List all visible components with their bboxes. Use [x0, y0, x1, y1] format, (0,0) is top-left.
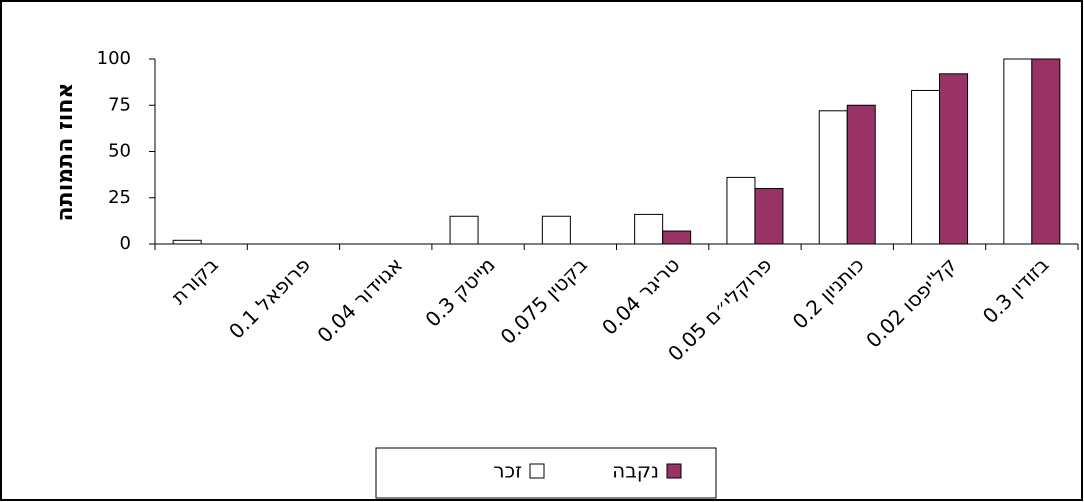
bar	[1003, 58, 1033, 245]
bar	[754, 188, 784, 245]
bar	[818, 110, 848, 245]
y-axis-label: אחוז התמותה	[53, 83, 78, 222]
legend-label: נקבה	[612, 459, 659, 483]
bar	[911, 89, 941, 245]
bar	[1031, 58, 1061, 245]
bar	[634, 213, 664, 245]
legend-swatch	[529, 463, 545, 479]
legend-label: זכר	[493, 459, 522, 483]
bar	[662, 230, 692, 245]
y-tick-label: 25	[108, 187, 131, 208]
bar	[449, 215, 479, 245]
y-tick-label: 50	[108, 141, 131, 162]
bar	[541, 215, 571, 245]
bar	[172, 239, 202, 245]
legend	[375, 447, 717, 499]
y-tick-label: 100	[97, 48, 131, 69]
y-tick-label: 0	[120, 233, 131, 254]
bar	[846, 104, 876, 245]
y-tick-label: 75	[108, 94, 131, 115]
bar	[726, 176, 756, 245]
legend-swatch	[666, 463, 682, 479]
bar	[939, 73, 969, 245]
